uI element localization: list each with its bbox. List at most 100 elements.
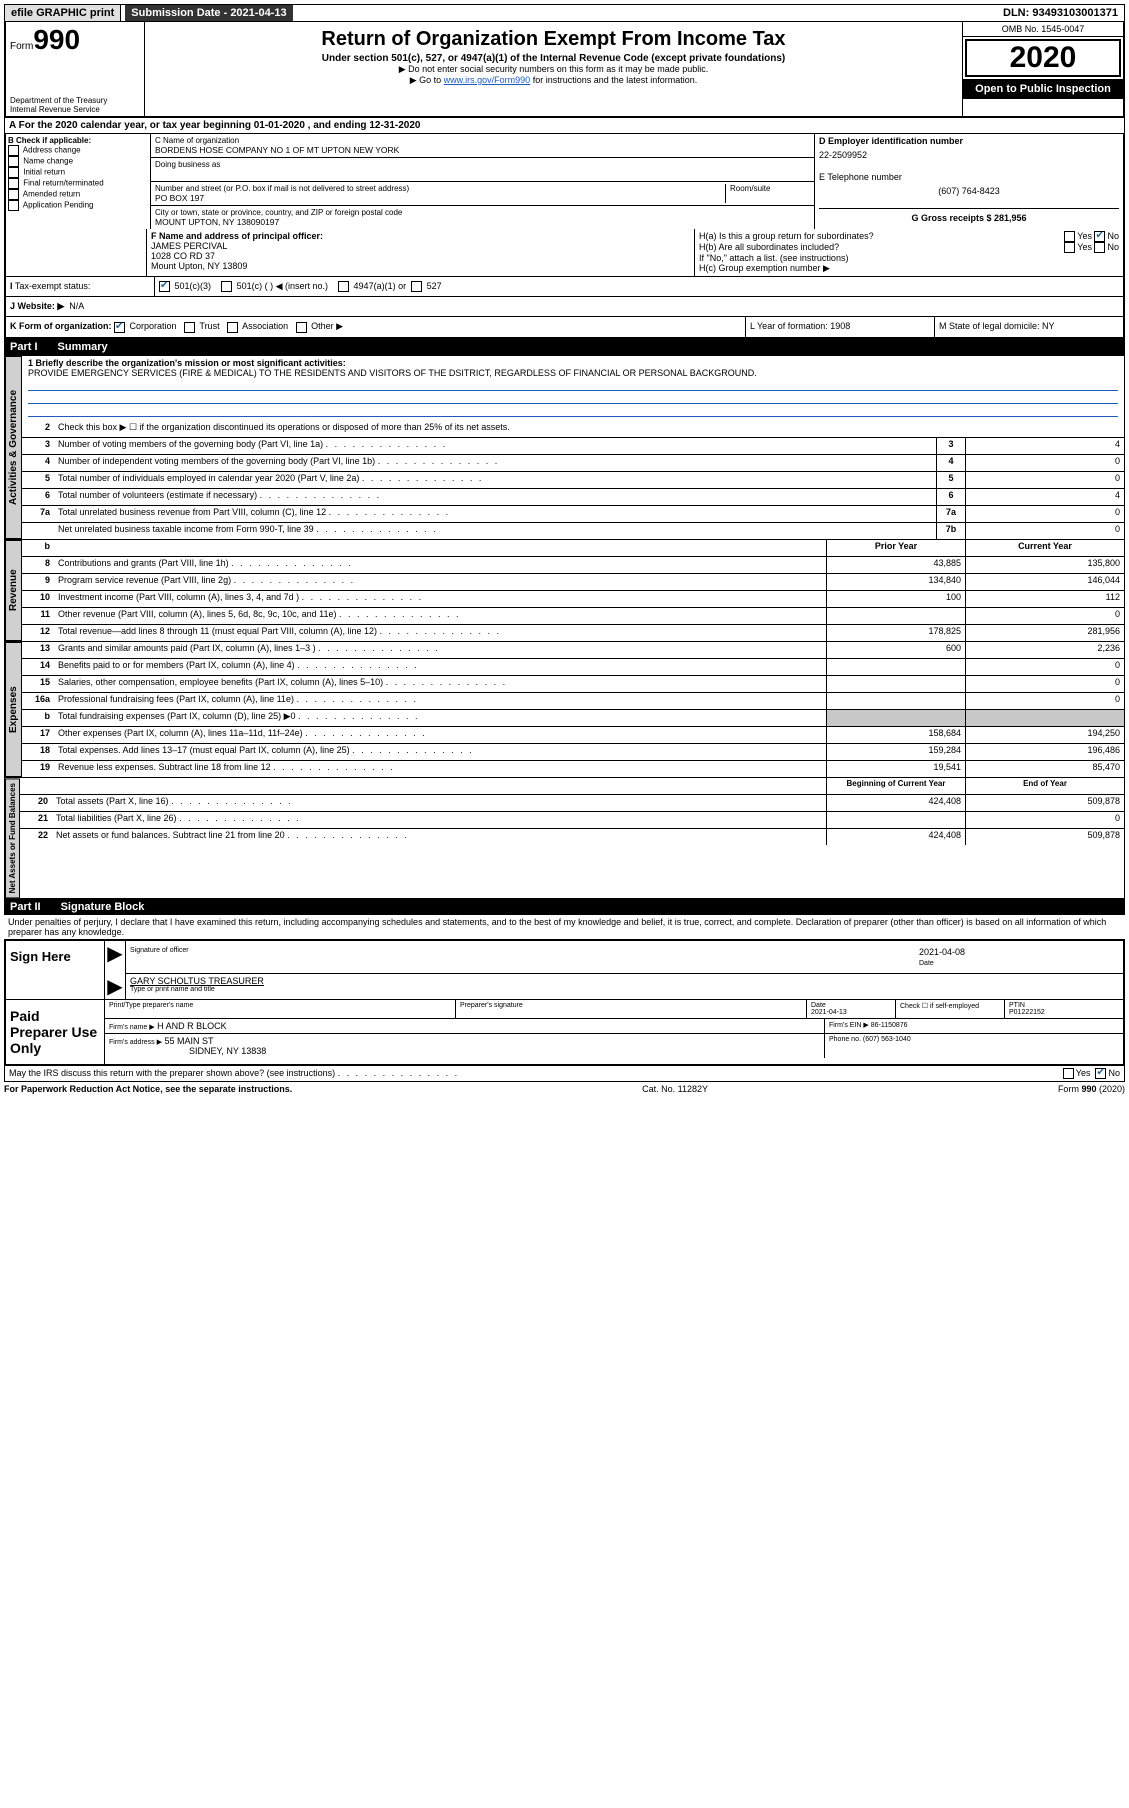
sig-officer-label: Signature of officer <box>130 947 189 967</box>
527-checkbox[interactable] <box>411 281 422 292</box>
klm-row: K Form of organization: Corporation Trus… <box>4 317 1125 338</box>
dept-treasury: Department of the Treasury Internal Reve… <box>10 96 140 114</box>
hb-yes-checkbox[interactable] <box>1064 242 1075 253</box>
net-assets-side-label: Net Assets or Fund Balances <box>5 778 20 898</box>
ha-yes-checkbox[interactable] <box>1064 231 1075 242</box>
hb-label: H(b) Are all subordinates included? <box>699 242 839 253</box>
tax-exempt-label: I Tax-exempt status: <box>6 277 155 296</box>
discuss-text: May the IRS discuss this return with the… <box>9 1068 459 1079</box>
seck-checkbox[interactable] <box>296 322 307 333</box>
secb-checkbox[interactable] <box>8 156 19 167</box>
top-bar: efile GRAPHIC print Submission Date - 20… <box>4 4 1125 22</box>
instruction-line-1: ▶ Do not enter social security numbers o… <box>149 64 958 75</box>
footer-right: Form 990 (2020) <box>1058 1084 1125 1094</box>
prep-date-value: 2021-04-13 <box>811 1009 847 1016</box>
4947-checkbox[interactable] <box>338 281 349 292</box>
revenue-side-label: Revenue <box>5 540 22 641</box>
footer: For Paperwork Reduction Act Notice, see … <box>4 1082 1125 1096</box>
sec-b-label: B Check if applicable: <box>8 136 148 145</box>
officer-addr2: Mount Upton, NY 13809 <box>151 261 690 271</box>
discuss-yes-checkbox[interactable] <box>1063 1068 1074 1079</box>
ha-label: H(a) Is this a group return for subordin… <box>699 231 874 242</box>
omb-number: OMB No. 1545-0047 <box>963 22 1123 37</box>
table-row: 13Grants and similar amounts paid (Part … <box>22 642 1124 659</box>
firm-city: SIDNEY, NY 13838 <box>109 1046 820 1056</box>
addr-label: Number and street (or P.O. box if mail i… <box>155 184 725 193</box>
state-domicile: M State of legal domicile: NY <box>934 317 1123 336</box>
table-row: 18Total expenses. Add lines 13–17 (must … <box>22 744 1124 761</box>
begin-year-header: Beginning of Current Year <box>826 778 965 794</box>
hc-label: H(c) Group exemption number ▶ <box>699 263 1119 274</box>
self-employed-check[interactable]: Check ☐ if self-employed <box>896 1000 1005 1018</box>
table-row: 10Investment income (Part VIII, column (… <box>22 591 1124 608</box>
officer-addr1: 1028 CO RD 37 <box>151 251 690 261</box>
table-row: bTotal fundraising expenses (Part IX, co… <box>22 710 1124 727</box>
governance-section: Activities & Governance 1 Briefly descri… <box>4 355 1125 540</box>
prep-date-label: Date <box>811 1002 826 1009</box>
efile-link[interactable]: efile GRAPHIC print <box>5 5 121 21</box>
part2-num: Part II <box>10 901 41 913</box>
submission-date: Submission Date - 2021-04-13 <box>125 5 292 21</box>
phone-value: (607) 764-8423 <box>819 182 1119 208</box>
form-number: 990 <box>33 24 80 55</box>
part1-num: Part I <box>10 341 38 353</box>
ha-no-checkbox[interactable] <box>1094 231 1105 242</box>
sec-k-label: K Form of organization: <box>10 321 112 331</box>
officer-name: JAMES PERCIVAL <box>151 241 690 251</box>
ptin-label: PTIN <box>1009 1002 1025 1009</box>
tax-year: 2020 <box>965 39 1121 77</box>
table-row: 7aTotal unrelated business revenue from … <box>22 506 1124 523</box>
seck-checkbox[interactable] <box>114 322 125 333</box>
end-year-header: End of Year <box>965 778 1124 794</box>
firm-name-value: H AND R BLOCK <box>157 1021 227 1031</box>
form-header: Form990 Department of the Treasury Inter… <box>4 22 1125 118</box>
open-public-badge: Open to Public Inspection <box>963 79 1123 99</box>
gross-receipts: G Gross receipts $ 281,956 <box>819 208 1119 223</box>
table-row: 3Number of voting members of the governi… <box>22 438 1124 455</box>
dln: DLN: 93493103001371 <box>997 5 1124 21</box>
section-bcd: B Check if applicable: Address change Na… <box>4 134 1125 229</box>
officer-label: F Name and address of principal officer: <box>151 231 690 241</box>
footer-mid: Cat. No. 11282Y <box>642 1084 708 1094</box>
current-year-header: Current Year <box>965 540 1124 556</box>
discuss-row: May the IRS discuss this return with the… <box>4 1066 1125 1082</box>
secb-checkbox[interactable] <box>8 145 19 156</box>
hb-no-checkbox[interactable] <box>1094 242 1105 253</box>
website-value: N/A <box>69 301 84 311</box>
mission-text: PROVIDE EMERGENCY SERVICES (FIRE & MEDIC… <box>28 368 1118 378</box>
seck-checkbox[interactable] <box>184 322 195 333</box>
org-city: MOUNT UPTON, NY 138090197 <box>155 217 810 227</box>
revenue-section: Revenue b Prior Year Current Year 8Contr… <box>4 540 1125 642</box>
firm-ein: Firm's EIN ▶ 86-1150876 <box>825 1019 1123 1033</box>
footer-left: For Paperwork Reduction Act Notice, see … <box>4 1084 292 1094</box>
paid-preparer-label: Paid Preparer Use Only <box>6 1000 105 1064</box>
secb-checkbox[interactable] <box>8 167 19 178</box>
part2-title: Signature Block <box>61 901 145 913</box>
table-row: 4Number of independent voting members of… <box>22 455 1124 472</box>
irs-link[interactable]: www.irs.gov/Form990 <box>444 75 531 85</box>
form-label: Form <box>10 41 33 52</box>
net-assets-section: Net Assets or Fund Balances Beginning of… <box>4 778 1125 899</box>
sig-date-value: 2021-04-08 <box>919 947 965 957</box>
line2-text: Check this box ▶ ☐ if the organization d… <box>54 421 1124 437</box>
secb-checkbox[interactable] <box>8 189 19 200</box>
org-name-label: C Name of organization <box>155 136 810 145</box>
table-row: Net unrelated business taxable income fr… <box>22 523 1124 539</box>
discuss-no-checkbox[interactable] <box>1095 1068 1106 1079</box>
secb-checkbox[interactable] <box>8 200 19 211</box>
city-label: City or town, state or province, country… <box>155 208 810 217</box>
table-row: 11Other revenue (Part VIII, column (A), … <box>22 608 1124 625</box>
501c3-checkbox[interactable] <box>159 281 170 292</box>
secb-checkbox[interactable] <box>8 178 19 189</box>
prep-sig-label: Preparer's signature <box>456 1000 807 1018</box>
signature-block: Sign Here ▶ Signature of officer 2021-04… <box>4 939 1125 1066</box>
form-title: Return of Organization Exempt From Incom… <box>149 28 958 51</box>
room-suite-label: Room/suite <box>725 184 810 203</box>
table-row: 19Revenue less expenses. Subtract line 1… <box>22 761 1124 777</box>
table-row: 16aProfessional fundraising fees (Part I… <box>22 693 1124 710</box>
expenses-side-label: Expenses <box>5 642 22 777</box>
table-row: 12Total revenue—add lines 8 through 11 (… <box>22 625 1124 641</box>
501c-checkbox[interactable] <box>221 281 232 292</box>
seck-checkbox[interactable] <box>227 322 238 333</box>
table-row: 21Total liabilities (Part X, line 26) 0 <box>20 812 1124 829</box>
